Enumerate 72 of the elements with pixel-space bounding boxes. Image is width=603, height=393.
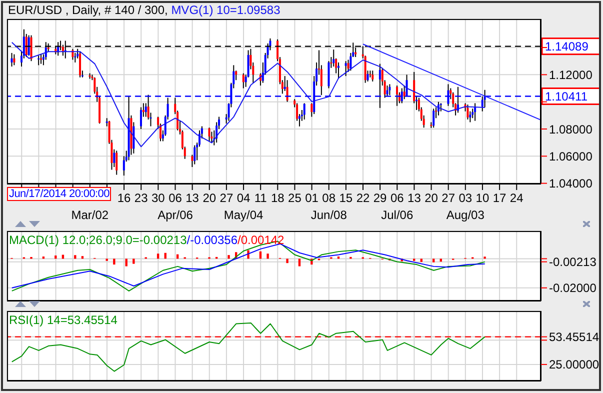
x-tick-label: 24 — [510, 191, 524, 205]
bar — [440, 258, 442, 262]
candlestick — [432, 108, 435, 128]
candlestick — [403, 85, 406, 100]
ref-line-label: 1.14089 — [545, 39, 589, 54]
chart-title: EUR/USD , Daily, # 140 / 300, — [8, 3, 169, 17]
y-tick-label: 25.00000 — [549, 358, 600, 372]
bar — [286, 258, 288, 264]
bar — [113, 258, 116, 265]
x-tick-label: 29 — [373, 191, 388, 205]
candlestick — [242, 72, 244, 89]
x-tick-label: 25 — [288, 191, 302, 205]
x-tick-label: 16 — [117, 191, 132, 205]
x2-tick-label: Apr/06 — [158, 208, 194, 222]
text: RSI(1) 14=53.45514 — [9, 313, 118, 327]
x-tick-label: 04 — [236, 191, 251, 205]
x-tick-label: 22 — [356, 191, 370, 205]
bar — [266, 254, 269, 259]
candlestick — [208, 127, 210, 142]
text: MVG(1) 10=1.09583 — [171, 3, 280, 17]
candlestick — [372, 70, 374, 82]
y-tick-label: 1.04000 — [549, 176, 593, 191]
candlestick — [116, 150, 118, 176]
y-tick-label: 1.06000 — [549, 149, 593, 164]
candlestick — [466, 104, 469, 120]
ref-line-label: 1.10411 — [545, 89, 588, 104]
x2-tick-label: Aug/03 — [446, 208, 485, 222]
bar — [125, 258, 128, 266]
candlestick — [337, 62, 340, 80]
x2-tick-label: Jun/08 — [310, 208, 348, 222]
candlestick — [344, 60, 347, 77]
x-tick-label: 10 — [476, 191, 490, 205]
y-tick-label: 53.45514 — [549, 330, 600, 344]
x-tick-label: 27 — [442, 191, 456, 205]
x-tick-label: 23 — [134, 191, 148, 205]
x2-tick-label: Mar/02 — [71, 208, 109, 222]
x2-tick-label: May/04 — [224, 208, 264, 222]
candlestick — [303, 102, 306, 120]
x-tick-label: 08 — [322, 191, 336, 205]
bar — [432, 258, 435, 262]
x-tick-label: 18 — [270, 191, 285, 205]
x-tick-label: 03 — [458, 191, 472, 205]
y-tick-label: -0.02000 — [549, 281, 597, 296]
series-label: /0.00142 — [238, 233, 284, 247]
x-tick-label: 13 — [186, 191, 200, 205]
y-tick-label: 1.12000 — [549, 68, 593, 82]
series-label: MACD(1) 12.0;26.0;9.0=-0.00213 — [9, 233, 187, 247]
x-tick-label: 06 — [390, 191, 404, 205]
x-tick-label: 27 — [220, 191, 234, 205]
x-tick-label: 06 — [168, 191, 182, 205]
x-tick-label: 20 — [202, 191, 216, 205]
bar — [132, 258, 135, 264]
x-tick-label: 13 — [408, 191, 422, 205]
candlestick — [396, 85, 398, 106]
candlestick — [210, 131, 213, 144]
candlestick — [140, 106, 142, 130]
x-tick-label: 01 — [305, 191, 319, 205]
bar — [298, 258, 301, 266]
candlestick — [328, 60, 330, 89]
bar — [420, 258, 422, 262]
x2-tick-label: Jul/06 — [381, 208, 414, 222]
y-tick-label: -0.00213 — [549, 255, 597, 270]
candlestick — [194, 144, 196, 165]
x-tick-label: 11 — [254, 191, 268, 205]
x-tick-label: 17 — [492, 191, 507, 205]
y-tick-label: 1.08000 — [549, 122, 593, 136]
x-tick-label: 15 — [339, 191, 353, 205]
series-label: /-0.00356 — [186, 233, 238, 247]
text: Jun/17/2014 20:00:00 — [7, 187, 112, 201]
x-tick-label: 20 — [424, 191, 438, 205]
bar — [228, 255, 230, 259]
x-tick-label: 30 — [152, 191, 166, 205]
